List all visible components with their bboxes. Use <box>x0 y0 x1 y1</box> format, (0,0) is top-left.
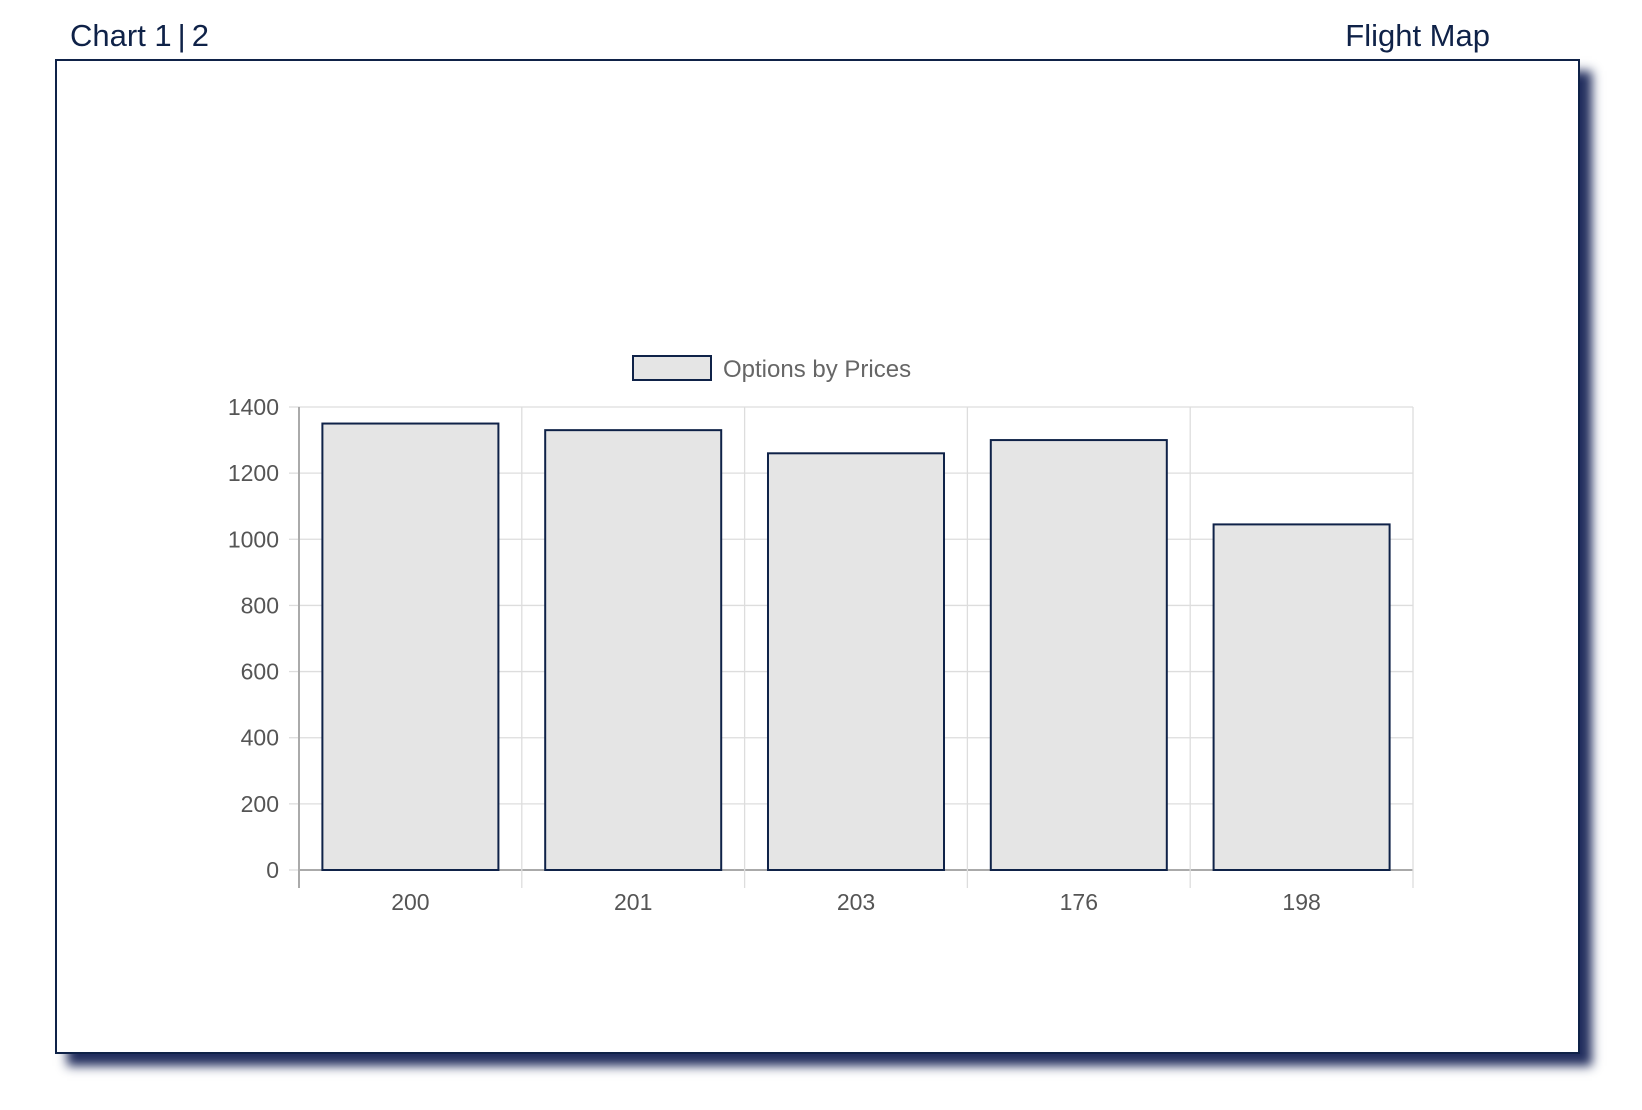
chart-nav: Chart 1 | 2 <box>70 16 209 56</box>
x-tick-label: 176 <box>1060 889 1098 915</box>
legend-label: Options by Prices <box>723 356 911 383</box>
legend-swatch <box>632 355 712 381</box>
flight-map-link[interactable]: Flight Map <box>1345 18 1490 53</box>
bar-chart: 0 200 400 600 800 1000 1200 1400 200 201 203 176 198… <box>228 355 1414 915</box>
chart-frame: 0 200 400 600 800 1000 1200 1400 200 201 203 176 198… <box>55 59 1580 1054</box>
bar-201 <box>544 429 723 871</box>
bar-203 <box>766 452 946 871</box>
bar-176 <box>989 439 1168 871</box>
bar-200 <box>321 422 500 871</box>
x-tick-label: 201 <box>614 889 652 915</box>
y-tick-label: 400 <box>241 725 279 751</box>
y-tick-label: 0 <box>266 857 279 883</box>
chart-two-link[interactable]: 2 <box>191 18 209 53</box>
x-tick-label: 198 <box>1282 889 1320 915</box>
y-tick-label: 600 <box>241 659 279 685</box>
x-tick-label: 200 <box>391 889 429 915</box>
y-tick-label: 1200 <box>228 460 279 486</box>
bar-198 <box>1212 523 1391 871</box>
y-tick-label: 1400 <box>228 394 279 420</box>
chart-one-link[interactable]: Chart 1 <box>70 18 172 53</box>
y-tick-label: 1000 <box>228 526 279 552</box>
y-tick-label: 200 <box>241 791 279 817</box>
nav-separator: | <box>177 18 186 53</box>
y-tick-label: 800 <box>241 592 279 618</box>
x-tick-label: 203 <box>837 889 875 915</box>
